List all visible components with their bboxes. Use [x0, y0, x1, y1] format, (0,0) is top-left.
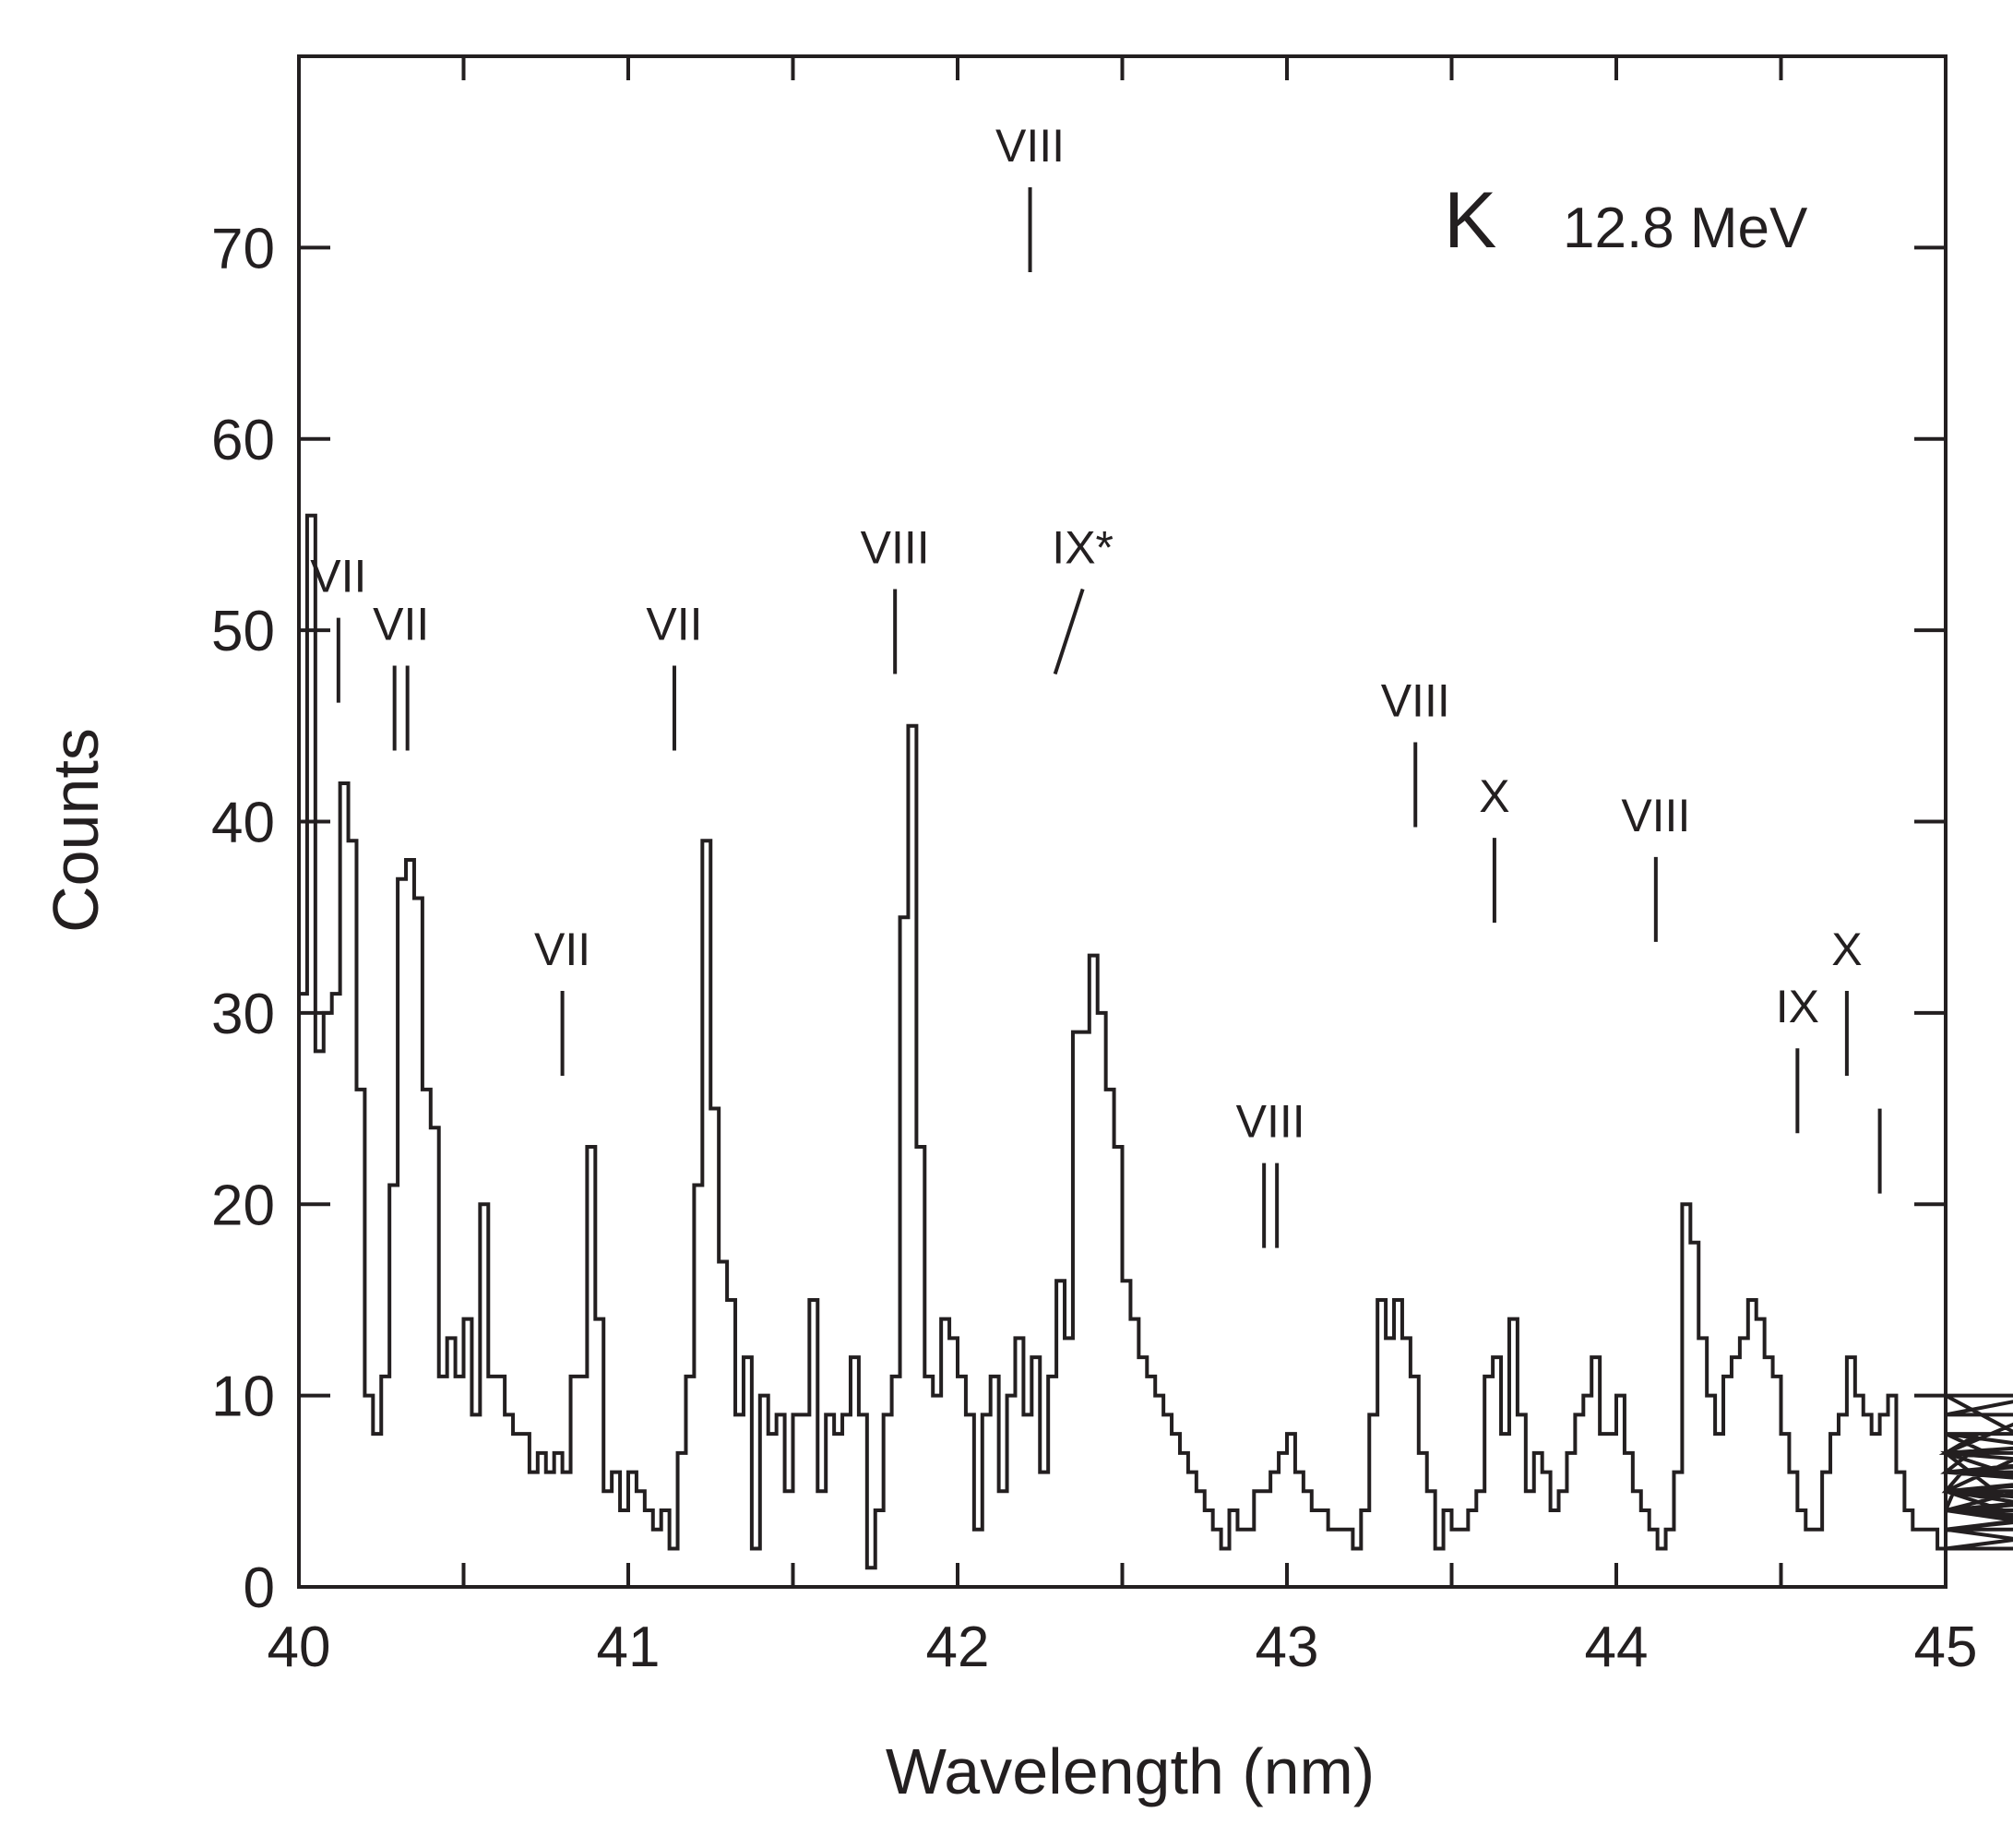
peak-label: VIII: [995, 120, 1065, 172]
peak-label: VIII: [1236, 1096, 1305, 1148]
y-tick-label: 70: [211, 217, 275, 280]
peak-label: VII: [646, 598, 702, 650]
peak-label: IX*: [1052, 522, 1114, 574]
spectrum-histogram: [299, 513, 2013, 1570]
y-tick-label: 60: [211, 409, 275, 472]
x-axis-ticks: 40 41 42 43 44 45: [268, 56, 1978, 1679]
x-axis-title: Wavelength (nm): [886, 1735, 1375, 1807]
y-axis-ticks: 0 10 20 30 40 50 60 70: [211, 217, 1946, 1620]
peak-label: X: [1479, 770, 1509, 822]
x-tick-label: 44: [1585, 1616, 1649, 1679]
y-tick-label: 30: [211, 983, 275, 1046]
peak-label: VIII: [861, 522, 930, 574]
peak-label: VII: [310, 551, 366, 602]
peak-marker-slash: [1053, 588, 1085, 675]
peak-label: VII: [534, 924, 590, 975]
y-tick-label: 40: [211, 792, 275, 855]
y-tick-label: 50: [211, 600, 275, 663]
peak-label: IX: [1776, 981, 1819, 1032]
chart-title-energy: 12.8 MeV: [1563, 197, 1808, 260]
peak-label: X: [1831, 924, 1862, 975]
y-axis-title: Counts: [40, 728, 112, 933]
x-tick-label: 45: [1914, 1616, 1978, 1679]
plot-frame: [297, 54, 1947, 1589]
x-tick-label: 40: [268, 1616, 331, 1679]
peak-label: VII: [373, 598, 429, 650]
y-tick-label: 10: [211, 1365, 275, 1429]
x-tick-label: 43: [1256, 1616, 1319, 1679]
x-tick-label: 41: [597, 1616, 661, 1679]
chart-title-element: K: [1444, 176, 1496, 265]
plot-border: [297, 54, 1947, 1589]
x-tick-label: 42: [926, 1616, 990, 1679]
y-tick-label: 20: [211, 1174, 275, 1237]
peak-label: VIII: [1621, 790, 1690, 841]
series-layer: [299, 513, 2013, 1570]
peak-label: VIII: [1381, 674, 1450, 726]
y-tick-label: 0: [244, 1556, 275, 1620]
